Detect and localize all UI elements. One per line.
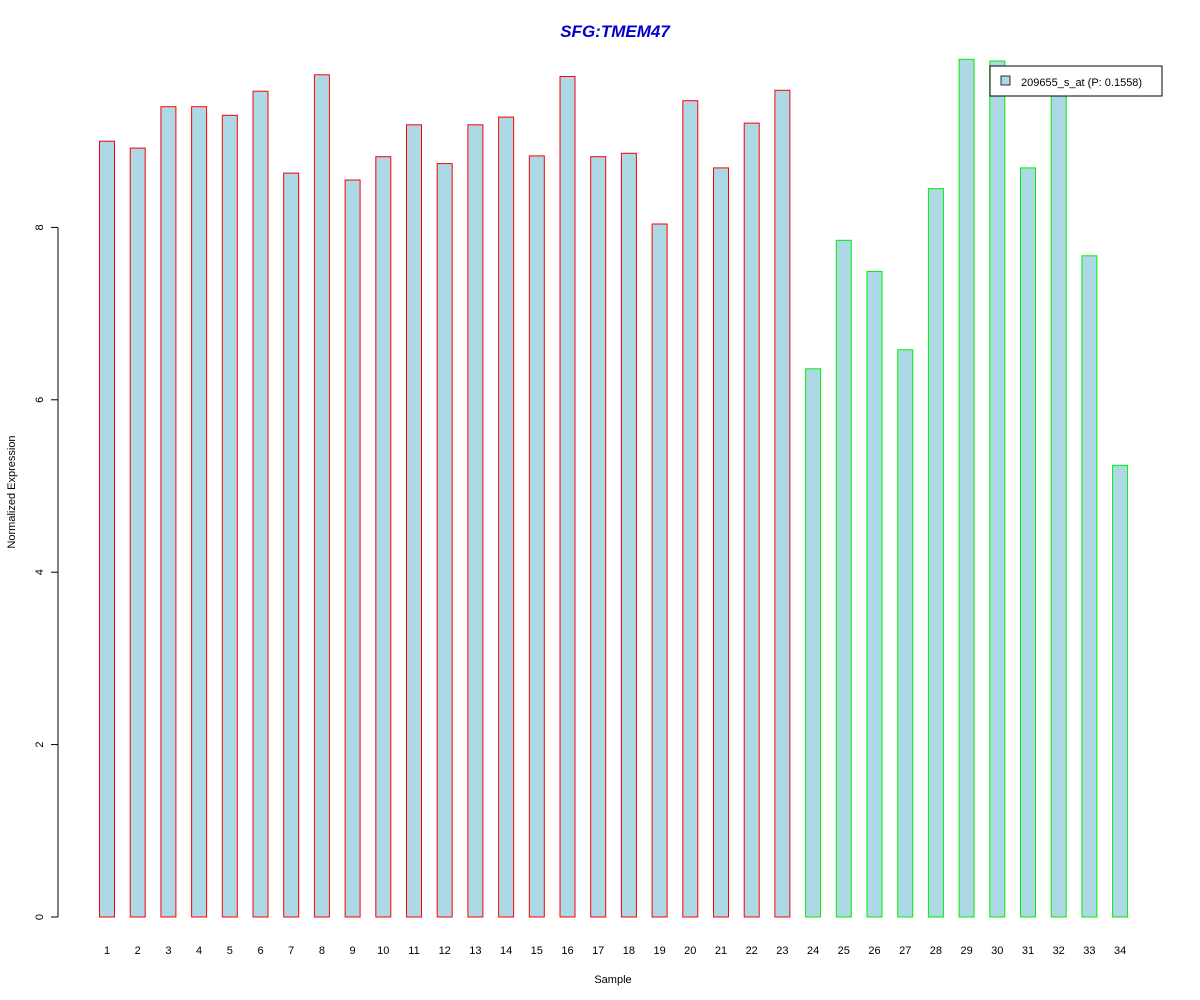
x-tick-label: 31	[1022, 945, 1034, 957]
bar-sample-33	[1081, 255, 1098, 918]
x-tick-label: 16	[561, 945, 573, 957]
y-tick-label: 4	[34, 569, 46, 575]
bar-sample-26	[866, 270, 883, 918]
x-tick-label: 20	[684, 945, 696, 957]
x-tick-label: 22	[746, 945, 758, 957]
y-axis-label: Normalized Expression	[6, 435, 18, 548]
bars-group	[99, 58, 1129, 918]
x-tick-label: 23	[776, 945, 788, 957]
x-tick-label: 17	[592, 945, 604, 957]
x-tick-label: 25	[838, 945, 850, 957]
bar-sample-7	[283, 172, 300, 918]
bar-sample-16	[559, 76, 576, 918]
x-axis-label: Sample	[594, 974, 631, 986]
bar-sample-30	[989, 60, 1006, 918]
x-tick-label: 4	[196, 945, 202, 957]
chart-title: SFG:TMEM47	[560, 22, 671, 41]
bar-sample-1	[99, 140, 115, 918]
y-tick-label: 6	[34, 397, 46, 403]
bar-sample-23	[774, 89, 791, 918]
bar-sample-12	[436, 163, 453, 918]
x-tick-label: 13	[469, 945, 481, 957]
x-tick-label: 19	[653, 945, 665, 957]
bar-sample-6	[252, 90, 269, 918]
bar-sample-5	[221, 114, 238, 918]
x-tick-label: 8	[319, 945, 325, 957]
x-tick-label: 3	[165, 945, 171, 957]
x-tick-label: 7	[288, 945, 294, 957]
legend-swatch	[1000, 75, 1011, 86]
bar-sample-21	[713, 167, 729, 918]
x-tick-label: 27	[899, 945, 911, 957]
x-tick-label: 12	[439, 945, 451, 957]
bar-sample-10	[375, 156, 392, 918]
x-tick-label: 1	[104, 945, 110, 957]
x-tick-label: 5	[227, 945, 233, 957]
bar-sample-11	[406, 124, 422, 918]
bar-sample-19	[651, 223, 668, 918]
bar-sample-34	[1112, 464, 1129, 918]
x-tick-label: 18	[623, 945, 635, 957]
bar-sample-31	[1020, 167, 1036, 918]
bar-sample-28	[927, 188, 944, 918]
legend-label: 209655_s_at (P: 0.1558)	[1021, 77, 1142, 89]
x-tick-label: 10	[377, 945, 389, 957]
bar-sample-27	[897, 349, 914, 918]
y-tick-label: 2	[34, 742, 46, 748]
x-tick-label: 26	[868, 945, 880, 957]
bar-sample-24	[805, 368, 822, 918]
x-tick-label: 34	[1114, 945, 1126, 957]
x-tick-label: 33	[1083, 945, 1095, 957]
y-axis: 0 2 4 6 8	[34, 224, 59, 920]
bar-sample-13	[467, 124, 484, 918]
bar-sample-25	[835, 239, 852, 918]
legend-box	[989, 65, 1163, 97]
x-tick-label: 29	[960, 945, 972, 957]
x-tick-label: 15	[531, 945, 543, 957]
legend: 209655_s_at (P: 0.1558)	[989, 65, 1163, 97]
bar-sample-9	[344, 179, 361, 918]
bar-sample-22	[743, 122, 760, 918]
bar-sample-17	[590, 156, 607, 918]
bar-sample-29	[958, 58, 975, 918]
x-tick-label: 14	[500, 945, 512, 957]
bar-sample-2	[129, 147, 146, 918]
bar-sample-18	[620, 152, 637, 918]
bar-sample-32	[1050, 91, 1067, 918]
bar-sample-3	[160, 106, 177, 918]
bar-sample-20	[682, 100, 699, 918]
x-tick-label: 6	[257, 945, 263, 957]
x-tick-label: 11	[408, 945, 419, 957]
bar-sample-4	[191, 106, 208, 918]
x-tick-label: 24	[807, 945, 819, 957]
y-tick-label: 8	[34, 224, 46, 230]
x-tick-labels: 1 2 3 4 5 6 7 8 9 10 11 12 13 14 15 16 17 18 19 20 21 22 23 24 2…	[104, 945, 1126, 957]
x-tick-label: 32	[1053, 945, 1065, 957]
x-tick-label: 2	[135, 945, 141, 957]
bar-sample-15	[528, 155, 545, 918]
bar-sample-8	[313, 74, 330, 918]
y-tick-label: 0	[34, 914, 46, 920]
x-tick-label: 30	[991, 945, 1003, 957]
x-tick-label: 21	[715, 945, 727, 957]
bar-sample-14	[498, 116, 515, 918]
x-tick-label: 9	[350, 945, 356, 957]
x-tick-label: 28	[930, 945, 942, 957]
